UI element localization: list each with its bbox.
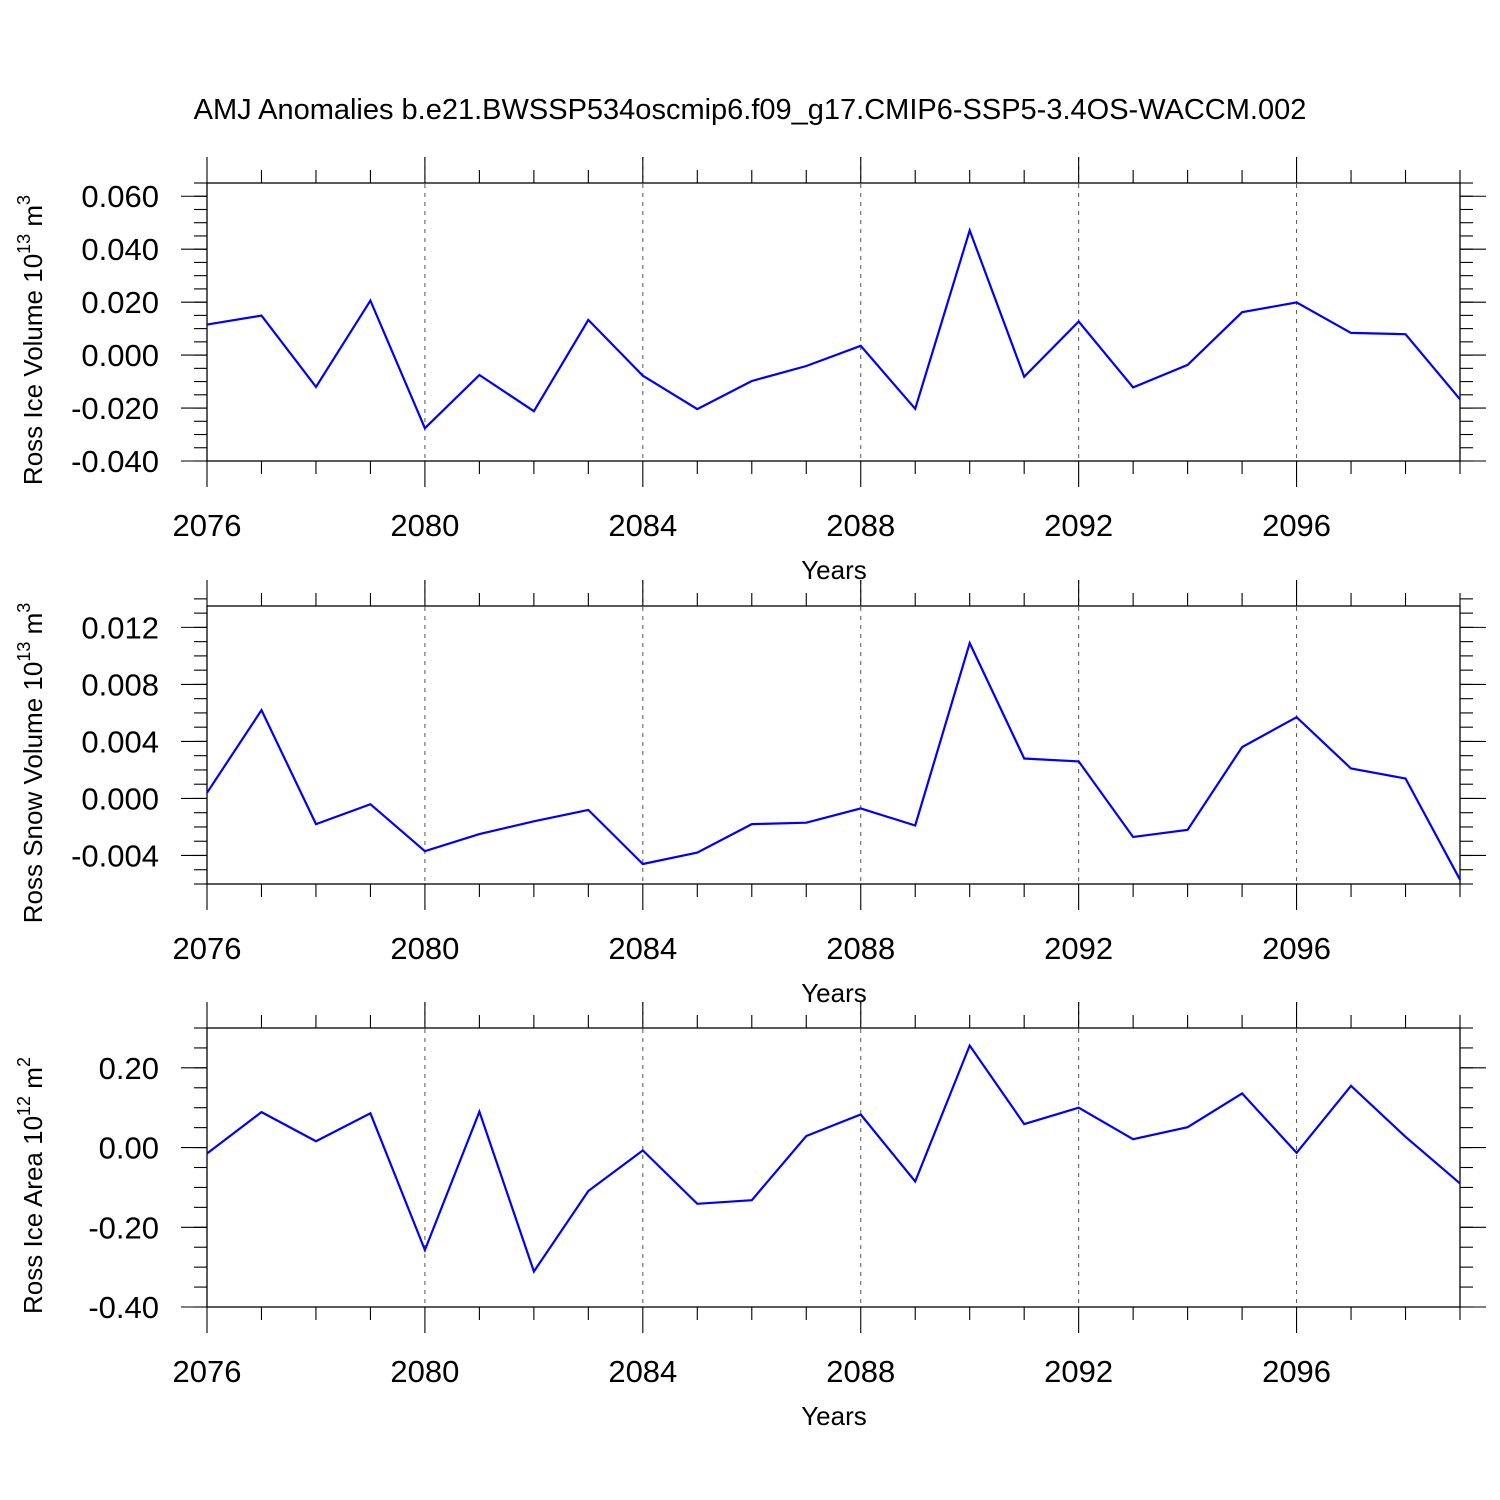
y-tick-label: 0.20 <box>99 1051 159 1086</box>
y-axis-label-unit-exponent: 3 <box>14 195 34 205</box>
y-tick-label: 0.004 <box>81 724 159 759</box>
x-tick-label: 2080 <box>390 931 459 966</box>
y-tick-label: 0.00 <box>99 1131 159 1166</box>
y-axis-label: Ross Ice Volume 1013 m3 <box>14 195 48 485</box>
y-tick-label: 0.060 <box>81 179 159 214</box>
x-tick-label: 2076 <box>173 931 242 966</box>
x-tick-label: 2096 <box>1262 931 1331 966</box>
x-tick-label: 2084 <box>608 508 677 543</box>
y-tick-label: -0.040 <box>71 444 159 479</box>
y-axis-label-unit-exponent: 3 <box>14 603 34 613</box>
x-tick-label: 2088 <box>826 1354 895 1389</box>
x-tick-label: 2092 <box>1044 508 1113 543</box>
x-tick-label: 2080 <box>390 1354 459 1389</box>
y-axis-label-unit: m <box>18 613 48 642</box>
y-axis-label-unit: m <box>18 1067 48 1096</box>
y-tick-label: -0.004 <box>71 838 159 873</box>
y-tick-label: -0.020 <box>71 391 159 426</box>
y-axis-label-exponent: 13 <box>14 234 34 254</box>
y-tick-label: 0.000 <box>81 781 159 816</box>
y-axis-label: Ross Snow Volume 1013 m3 <box>14 603 48 924</box>
series-line <box>206 226 1461 431</box>
y-axis-label-exponent: 12 <box>14 1096 34 1116</box>
x-tick-label: 2076 <box>173 1354 242 1389</box>
y-tick-label: 0.012 <box>81 610 159 645</box>
y-tick-label: 0.008 <box>81 667 159 702</box>
x-tick-label: 2096 <box>1262 1354 1331 1389</box>
x-axis-label: Years <box>801 555 867 585</box>
series-line <box>206 640 1461 881</box>
x-tick-label: 2096 <box>1262 508 1331 543</box>
x-tick-label: 2088 <box>826 931 895 966</box>
y-tick-label: 0.040 <box>81 232 159 267</box>
y-axis-label-unit: m <box>18 205 48 234</box>
x-axis-label: Years <box>801 978 867 1008</box>
plot-frame <box>206 605 1461 885</box>
x-tick-label: 2084 <box>608 931 677 966</box>
chart-title: AMJ Anomalies b.e21.BWSSP534oscmip6.f09_… <box>194 94 1307 126</box>
panel-1: 2076 2080 2084 2088 2092 2096 -0.040 -0.020 0.00… <box>14 157 1486 585</box>
y-axis-label-text: Ross Snow Volume 10 <box>18 662 48 924</box>
y-axis-label-exponent: 13 <box>14 642 34 662</box>
x-tick-label: 2092 <box>1044 931 1113 966</box>
y-axis-label-text: Ross Ice Volume 10 <box>18 254 48 485</box>
x-tick-label: 2088 <box>826 508 895 543</box>
panel-2: 2076 2080 2084 2088 2092 2096 -0.004 0.000 0.004… <box>14 580 1486 1008</box>
y-axis-label-unit-exponent: 2 <box>14 1057 34 1067</box>
y-tick-label: -0.20 <box>88 1210 159 1245</box>
y-axis-label-text: Ross Ice Area 10 <box>18 1116 48 1314</box>
x-tick-label: 2092 <box>1044 1354 1113 1389</box>
y-axis-label: Ross Ice Area 1012 m2 <box>14 1057 48 1314</box>
series-line <box>206 1043 1461 1274</box>
plot-frame <box>206 182 1461 462</box>
y-tick-label: -0.40 <box>88 1290 159 1325</box>
x-tick-label: 2084 <box>608 1354 677 1389</box>
y-tick-label: 0.000 <box>81 338 159 373</box>
panel-3: 2076 2080 2084 2088 2092 2096 -0.40 -0.20 0.00 0.… <box>14 1002 1486 1431</box>
x-tick-label: 2076 <box>173 508 242 543</box>
x-axis-label: Years <box>801 1401 867 1431</box>
x-tick-label: 2080 <box>390 508 459 543</box>
y-tick-label: 0.020 <box>81 285 159 320</box>
